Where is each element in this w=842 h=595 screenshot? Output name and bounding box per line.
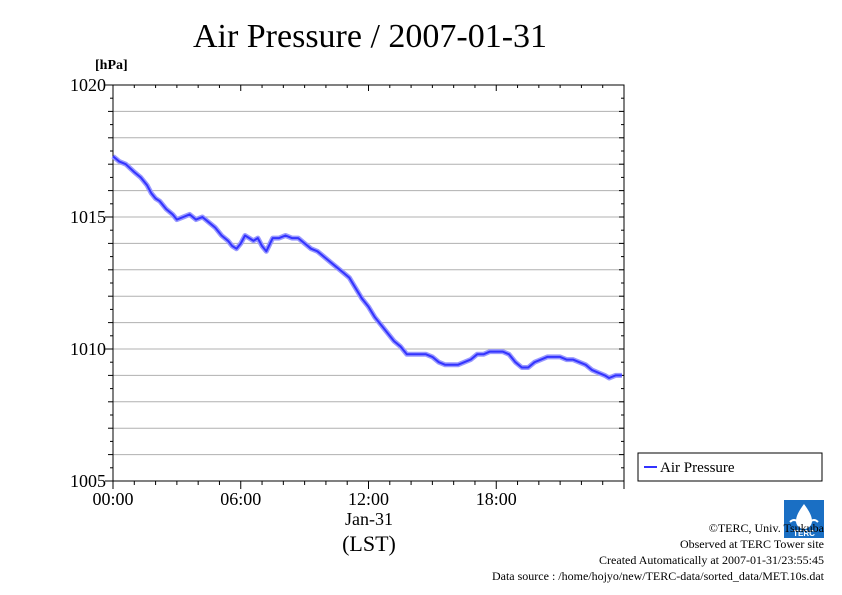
data-source-text: Data source : /home/hojyo/new/TERC-data/… bbox=[491, 569, 824, 583]
x-tick-label: 00:00 bbox=[92, 489, 133, 509]
y-tick-label: 1005 bbox=[70, 471, 106, 491]
terc-logo-icon: TERC bbox=[784, 500, 824, 538]
credits-block: ©TERC, Univ. Tsukuba Observed at TERC To… bbox=[492, 520, 824, 584]
x-tick-label: 18:00 bbox=[476, 489, 517, 509]
legend-label: Air Pressure bbox=[660, 460, 735, 476]
svg-text:TERC: TERC bbox=[793, 529, 815, 538]
grid-lines bbox=[113, 110, 624, 456]
y-tick-label: 1010 bbox=[70, 339, 106, 359]
created-timestamp-text: Created Automatically at 2007-01-31/23:5… bbox=[599, 553, 824, 567]
observation-site-text: Observed at TERC Tower site bbox=[679, 537, 824, 551]
series-line-halo bbox=[111, 154, 622, 381]
x-tick-label: 06:00 bbox=[220, 489, 261, 509]
series-line-air-pressure bbox=[112, 155, 622, 379]
plot-frame bbox=[112, 84, 625, 482]
legend: Air Pressure bbox=[637, 452, 823, 482]
y-axis-unit-label: [hPa] bbox=[95, 58, 128, 73]
y-tick-label: 1015 bbox=[70, 207, 106, 227]
y-tick-label: 1020 bbox=[70, 75, 106, 95]
terc-logo: TERC bbox=[784, 500, 824, 538]
x-tick-label: 12:00 bbox=[348, 489, 389, 509]
x-axis-label: (LST) bbox=[342, 531, 396, 556]
legend-box bbox=[637, 452, 823, 482]
copyright-text: ©TERC, Univ. Tsukuba bbox=[708, 521, 824, 535]
series-layer bbox=[111, 154, 622, 381]
axis-ticks: 1005 1010 1015 1020 00:00 06:00 12:00 18:00 bbox=[70, 75, 625, 509]
chart-title: Air Pressure / 2007-01-31 bbox=[193, 18, 547, 55]
x-axis-date-label: Jan-31 bbox=[345, 509, 393, 529]
